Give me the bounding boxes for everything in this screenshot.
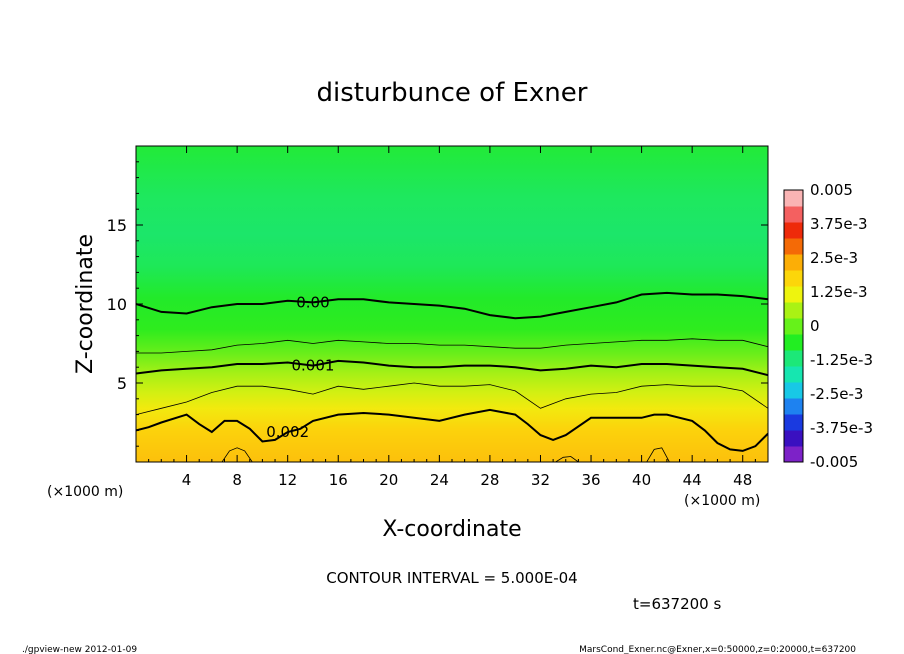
contour-line-0 <box>136 291 768 320</box>
contour-layer: 0.00 0.001 0.002 <box>136 291 768 462</box>
contour-line-1 <box>136 338 768 354</box>
time-label: t=637200 s <box>633 595 721 613</box>
colorbar-swatch-10 <box>784 286 803 303</box>
colorbar-swatch-13 <box>784 238 803 255</box>
contour-line-4 <box>136 408 768 452</box>
colorbar-swatch-0 <box>784 446 803 463</box>
x-tick-label-2: 12 <box>278 471 297 489</box>
colorbar-labels: 0.005 3.75e-3 2.5e-3 1.25e-3 0 -1.25e-3 -2.5e-… <box>810 181 873 471</box>
colorbar <box>783 189 804 463</box>
colorbar-swatch-6 <box>784 350 803 367</box>
colorbar-label-3: 1.25e-3 <box>810 283 868 301</box>
x-axis: 4 8 12 16 20 24 28 32 36 40 44 48 <box>148 146 756 489</box>
footer-right: MarsCond_Exner.nc@Exner,x=0:50000,z=0:20… <box>579 645 856 654</box>
colorbar-label-2: 2.5e-3 <box>810 249 858 267</box>
x-tick-label-7: 32 <box>531 471 550 489</box>
colorbar-swatch-8 <box>784 318 803 335</box>
x-tick-label-4: 20 <box>379 471 398 489</box>
colorbar-swatch-3 <box>784 398 803 415</box>
x-tick-label-6: 28 <box>480 471 499 489</box>
x-tick-label-1: 8 <box>232 471 242 489</box>
footer-left: ./gpview-new 2012-01-09 <box>22 645 137 654</box>
x-unit-label-left: (×1000 m) <box>47 484 123 500</box>
colorbar-label-8: -0.005 <box>810 453 858 471</box>
colorbar-label-7: -3.75e-3 <box>810 419 873 437</box>
contour-line-3 <box>136 382 768 415</box>
colorbar-swatch-15 <box>784 206 803 223</box>
y-tick-label-0: 5 <box>117 374 127 393</box>
contour-line-2 <box>136 359 768 377</box>
contour-line-5 <box>221 447 253 462</box>
x-axis-label: X-coordinate <box>382 517 521 542</box>
contour-label-4: 0.002 <box>266 423 309 441</box>
plot-area: 0.00 0.001 0.002 <box>135 145 769 463</box>
y-axis: 5 10 15 <box>107 161 768 447</box>
colorbar-swatch-5 <box>784 366 803 383</box>
colorbar-swatch-2 <box>784 414 803 431</box>
x-tick-label-0: 4 <box>182 471 192 489</box>
contour-interval-note: CONTOUR INTERVAL = 5.000E-04 <box>326 569 577 587</box>
contour-line-7 <box>646 447 670 462</box>
colorbar-swatch-14 <box>784 222 803 239</box>
colorbar-label-6: -2.5e-3 <box>810 385 863 403</box>
x-tick-label-9: 40 <box>632 471 651 489</box>
y-tick-label-1: 10 <box>107 295 127 314</box>
colorbar-swatch-11 <box>784 270 803 287</box>
chart-title: disturbunce of Exner <box>317 78 588 108</box>
colorbar-swatch-16 <box>784 190 803 207</box>
colorbar-label-1: 3.75e-3 <box>810 215 868 233</box>
y-axis-label: Z-coordinate <box>73 234 98 374</box>
x-tick-label-10: 44 <box>683 471 702 489</box>
colorbar-swatch-1 <box>784 430 803 447</box>
contour-label-0: 0.00 <box>296 293 329 311</box>
y-tick-label-2: 15 <box>107 216 127 235</box>
x-tick-label-5: 24 <box>430 471 449 489</box>
colorbar-swatch-7 <box>784 334 803 351</box>
x-tick-label-8: 36 <box>581 471 600 489</box>
colorbar-label-4: 0 <box>810 317 820 335</box>
contour-label-2: 0.001 <box>291 357 334 375</box>
colorbar-swatch-4 <box>784 382 803 399</box>
x-tick-label-11: 48 <box>733 471 752 489</box>
colorbar-frame <box>783 189 804 463</box>
contour-line-6 <box>555 456 579 462</box>
colorbar-label-5: -1.25e-3 <box>810 351 873 369</box>
colorbar-label-0: 0.005 <box>810 181 853 199</box>
x-tick-label-3: 16 <box>329 471 348 489</box>
x-unit-label-right: (×1000 m) <box>684 493 760 509</box>
colorbar-swatch-9 <box>784 302 803 319</box>
colorbar-swatch-12 <box>784 254 803 271</box>
